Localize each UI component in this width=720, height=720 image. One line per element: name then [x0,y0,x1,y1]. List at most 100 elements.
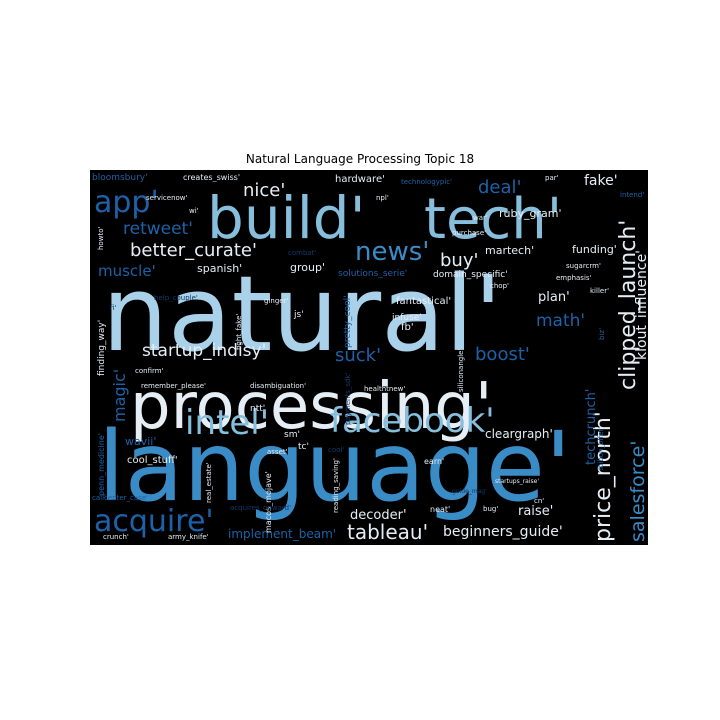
word-cloud-word: real_estate' [205,462,213,503]
word-cloud-word: processing' [130,370,493,444]
word-cloud-word: macos_mojave' [264,471,273,533]
word-cloud-word: war' [473,214,488,222]
word-cloud-word: purchase' [452,229,486,237]
word-cloud-word: crunch' [103,533,129,541]
word-cloud-word: decoder' [350,508,407,523]
word-cloud-word: js' [293,310,304,320]
word-cloud-word: acquires_onward' [230,504,291,512]
word-cloud-word: chop' [490,282,509,290]
word-cloud-word: lbibon_offer' [597,427,605,470]
word-cloud-word: remember_please' [141,382,206,390]
word-cloud-word: earn' [424,457,444,466]
word-cloud-word: npl' [376,194,389,202]
word-cloud-word: disambiguation' [250,382,306,390]
word-cloud-word: reading_saving' [332,458,340,513]
word-cloud-word: clipped_launch' [616,220,641,390]
word-cloud-word: tech' [424,187,562,252]
word-cloud-word: servicenow' [146,194,188,202]
word-cloud-word: ginger' [264,297,288,305]
word-cloud-word: build' [207,184,366,252]
word-cloud-word: fantastical' [396,296,451,307]
word-cloud-word: howto' [97,227,105,250]
word-cloud-word: help_couple' [154,294,198,302]
word-cloud-word: hardware' [335,174,385,185]
word-cloud-word: fight_fake' [235,314,243,350]
word-cloud-word: spanish' [197,262,242,275]
word-cloud-word: tableau' [347,520,428,544]
word-cloud-word: asset' [267,448,288,456]
word-cloud-word: math' [536,311,585,331]
figure-title: Natural Language Processing Topic 18 [245,152,475,166]
word-cloud-word: siliconangle' [457,349,465,392]
word-cloud-word: nice' [243,180,285,201]
word-cloud-word: startups_raise' [495,478,539,485]
word-cloud-word: startup_indisy' [142,341,266,361]
word-cloud-word: healthtnew' [364,385,405,393]
word-cloud-word: fake' [584,173,618,189]
word-cloud-word: neat' [430,505,450,514]
word-cloud-word: guide_mag' [452,488,487,495]
word-cloud-word: pretty_cool' [343,295,353,348]
word-cloud-word: natural' [102,253,502,375]
word-cloud-word: price_north' [591,411,616,542]
word-cloud-word: infuse' [392,313,422,323]
word-cloud-word: facebook' [330,401,495,441]
word-cloud-word: acquire' [94,504,214,539]
word-cloud-word: par' [545,174,559,182]
word-cloud-word: app' [94,185,159,220]
word-cloud-word: plan' [538,290,570,305]
word-cloud-word: solutions_serie' [338,269,407,279]
word-cloud-word: funding' [572,243,617,256]
word-cloud-word: magic' [110,369,129,422]
word-cloud-word: fi' [110,304,116,312]
word-cloud-word: technologypic' [401,178,452,186]
word-cloud-word: penn_medicine' [97,433,106,496]
word-cloud-word: intend' [620,191,644,199]
word-cloud-word: cool_stuff' [127,455,178,466]
word-cloud-word: group' [290,261,325,274]
word-cloud-word: cool' [328,446,344,454]
word-cloud-word: bug' [483,505,498,513]
word-cloud-word: cn' [534,497,544,505]
word-cloud-word: suck' [335,345,381,366]
word-cloud-word: cleargraph' [485,427,553,441]
word-cloud-word: klout_influence' [634,250,648,360]
word-cloud-word: beginners_guide' [443,524,563,540]
word-cloud-word: raise' [518,504,553,519]
word-cloud-word: buy' [440,250,478,271]
word-cloud-word: martech' [485,244,534,257]
word-cloud-word: wavii' [125,435,156,448]
word-cloud-word: fb' [401,322,414,333]
word-cloud-word: payments_sdk' [344,373,352,425]
word-cloud-word: sm' [284,430,300,440]
word-cloud-word: ruby_gram' [499,207,561,220]
word-cloud-word: better_curate' [130,240,257,261]
word-cloud: natural' language'processing' build' tech' f… [92,173,648,544]
word-cloud-word: emphasis' [556,274,592,282]
word-cloud-panel: natural' language' processing' build' tech' f… [90,170,648,545]
word-cloud-word: language' [98,411,571,523]
word-cloud-word: finding_way' [97,320,107,376]
word-cloud-word: confirm' [135,367,164,375]
word-cloud-word: army_knife' [168,533,209,541]
word-cloud-word: bloomsbury' [92,173,148,183]
word-cloud-word: boost' [475,344,530,365]
word-cloud-word: sugarcrm' [566,262,601,270]
word-cloud-word: tc' [298,442,309,452]
word-cloud-word: combat' [288,249,316,257]
word-cloud-word: ntt' [250,404,265,414]
word-cloud-word: creates_swiss' [183,173,240,182]
word-cloud-word: wi' [189,207,199,215]
word-cloud-word: news' [355,237,429,267]
word-cloud-word: killer' [590,287,609,295]
word-cloud-word: retweet' [123,219,193,239]
word-cloud-word: domain_specific' [433,270,508,280]
word-cloud-word: salesforce' [627,441,648,542]
word-cloud-word: deal' [478,177,521,198]
word-cloud-word: callcenter_case' [92,494,148,502]
word-cloud-word: techcrunch' [584,389,599,465]
word-cloud-word: intel' [185,403,269,443]
word-cloud-word: implement_beam' [228,527,336,541]
word-cloud-word: muscle' [98,262,156,280]
word-cloud-word: biz' [598,328,606,340]
